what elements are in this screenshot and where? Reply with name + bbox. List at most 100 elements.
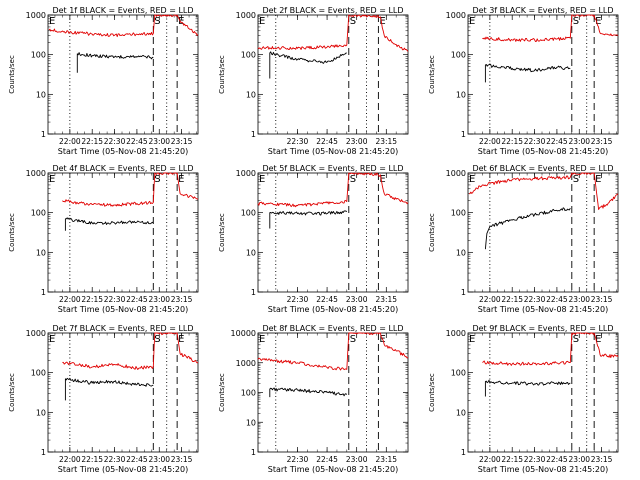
- x-tick-label: 22:00: [59, 137, 81, 146]
- x-axis-label: Start Time (05-Nov-08 21:45:20): [268, 465, 398, 474]
- panel-title: Det 9f BLACK = Events, RED = LLD: [472, 324, 613, 333]
- plot-frame: [47, 332, 199, 453]
- series-lld: [482, 14, 619, 42]
- y-tick-label: 10: [456, 408, 466, 417]
- panel-det-2: 1 10 100 1000 22:30 22:45 23:00 23:15 Det 2f BLA…: [218, 6, 409, 156]
- x-tick-label: 23:15: [375, 295, 397, 304]
- y-tick-label: 1: [461, 288, 466, 297]
- corner-marker-E: E: [469, 334, 475, 345]
- y-tick-label: 100: [31, 209, 46, 218]
- y-tick-label: 1000: [236, 169, 256, 178]
- y-tick-label: 1: [41, 130, 46, 139]
- panel-det-9: 1 10 100 1000 22:00 22:15 22:30 22:45 23:00 23:15…: [428, 324, 619, 474]
- y-tick-label: 100: [241, 209, 256, 218]
- y-tick-label: 1: [251, 288, 256, 297]
- plot-frame: [257, 14, 409, 135]
- x-axis-label: Start Time (05-Nov-08 21:45:20): [478, 305, 608, 314]
- x-axis-label: Start Time (05-Nov-08 21:45:20): [58, 147, 188, 156]
- x-axis-label: Start Time (05-Nov-08 21:45:20): [58, 465, 188, 474]
- marker-S: S: [573, 174, 579, 185]
- y-tick-label: 1000: [26, 169, 46, 178]
- x-tick-label: 23:15: [171, 295, 193, 304]
- x-tick-label: 23:00: [346, 455, 368, 464]
- y-tick-label: 10: [36, 248, 46, 257]
- y-tick-label: 100: [451, 369, 466, 378]
- panel-det-5: 1 10 100 1000 22:30 22:45 23:00 23:15 Det 5f BLA…: [218, 164, 409, 314]
- y-tick-label: 1: [251, 448, 256, 457]
- series-lld: [62, 332, 199, 370]
- marker-E: E: [379, 174, 385, 185]
- y-tick-label: 10: [246, 90, 256, 99]
- corner-marker-E: E: [259, 16, 265, 27]
- marker-S: S: [154, 174, 160, 185]
- x-tick-label: 22:15: [81, 137, 103, 146]
- series-lld: [48, 14, 199, 38]
- x-tick-label: 22:30: [287, 455, 309, 464]
- marker-E: E: [178, 174, 184, 185]
- series-events: [269, 210, 348, 229]
- plot-frame: [47, 14, 199, 135]
- corner-marker-E: E: [49, 174, 55, 185]
- y-tick-label: 10: [456, 248, 466, 257]
- marker-S: S: [350, 334, 356, 345]
- x-tick-label: 22:45: [546, 137, 568, 146]
- series-lld: [469, 172, 619, 210]
- x-tick-label: 22:45: [546, 455, 568, 464]
- marker-E: E: [595, 174, 601, 185]
- x-tick-label: 23:00: [568, 295, 590, 304]
- y-tick-label: 10: [456, 90, 466, 99]
- panel-title: Det 8f BLACK = Events, RED = LLD: [262, 324, 403, 333]
- x-tick-label: 23:00: [148, 455, 170, 464]
- series-events: [64, 377, 154, 401]
- x-axis-label: Start Time (05-Nov-08 21:45:20): [478, 465, 608, 474]
- y-tick-label: 1000: [236, 11, 256, 20]
- y-tick-label: 1: [461, 448, 466, 457]
- series-lld: [482, 332, 619, 366]
- series-lld: [257, 172, 409, 208]
- y-axis-label: Counts/sec: [428, 55, 436, 94]
- x-tick-label: 22:45: [126, 455, 148, 464]
- panel-title: Det 4f BLACK = Events, RED = LLD: [52, 164, 193, 173]
- y-tick-label: 100: [31, 51, 46, 60]
- corner-marker-E: E: [259, 334, 265, 345]
- corner-marker-E: E: [49, 334, 55, 345]
- marker-S: S: [573, 334, 579, 345]
- panel-det-3: 1 10 100 1000 22:00 22:15 22:30 22:45 23:00 23:15…: [428, 6, 619, 156]
- y-tick-label: 10: [246, 418, 256, 427]
- y-axis-label: Counts/sec: [8, 55, 16, 94]
- y-tick-label: 100: [451, 209, 466, 218]
- x-tick-label: 22:15: [81, 455, 103, 464]
- x-tick-label: 23:15: [375, 137, 397, 146]
- x-tick-label: 23:15: [171, 455, 193, 464]
- panel-det-7: 1 10 100 1000 22:00 22:15 22:30 22:45 23:00 23:15…: [8, 324, 199, 474]
- y-tick-label: 1000: [446, 169, 466, 178]
- x-tick-label: 22:00: [479, 137, 501, 146]
- series-events: [269, 51, 347, 79]
- x-tick-label: 22:45: [316, 137, 338, 146]
- y-axis-label: Counts/sec: [428, 373, 436, 412]
- x-tick-label: 22:15: [501, 295, 523, 304]
- y-tick-label: 100: [241, 51, 256, 60]
- marker-E: E: [178, 16, 184, 27]
- x-tick-label: 23:00: [148, 295, 170, 304]
- y-tick-label: 1000: [236, 359, 256, 368]
- panel-det-8: 1 10 100 1000 10000 22:30 22:45 23:00 23:15 Det 8…: [218, 324, 409, 474]
- series-events: [76, 52, 154, 73]
- series-events: [64, 217, 154, 231]
- plot-frame: [467, 332, 619, 453]
- x-tick-label: 22:00: [479, 455, 501, 464]
- x-tick-label: 22:30: [524, 295, 546, 304]
- series-lld: [62, 172, 199, 207]
- marker-E: E: [379, 16, 385, 27]
- series-lld: [257, 14, 409, 52]
- x-axis-label: Start Time (05-Nov-08 21:45:20): [58, 305, 188, 314]
- marker-S: S: [154, 334, 160, 345]
- x-tick-label: 22:45: [546, 295, 568, 304]
- x-tick-label: 22:30: [104, 137, 126, 146]
- corner-marker-E: E: [469, 16, 475, 27]
- y-axis-label: Counts/sec: [218, 373, 226, 412]
- marker-E: E: [595, 334, 601, 345]
- x-tick-label: 22:00: [59, 295, 81, 304]
- marker-S: S: [350, 174, 356, 185]
- x-tick-label: 22:30: [104, 295, 126, 304]
